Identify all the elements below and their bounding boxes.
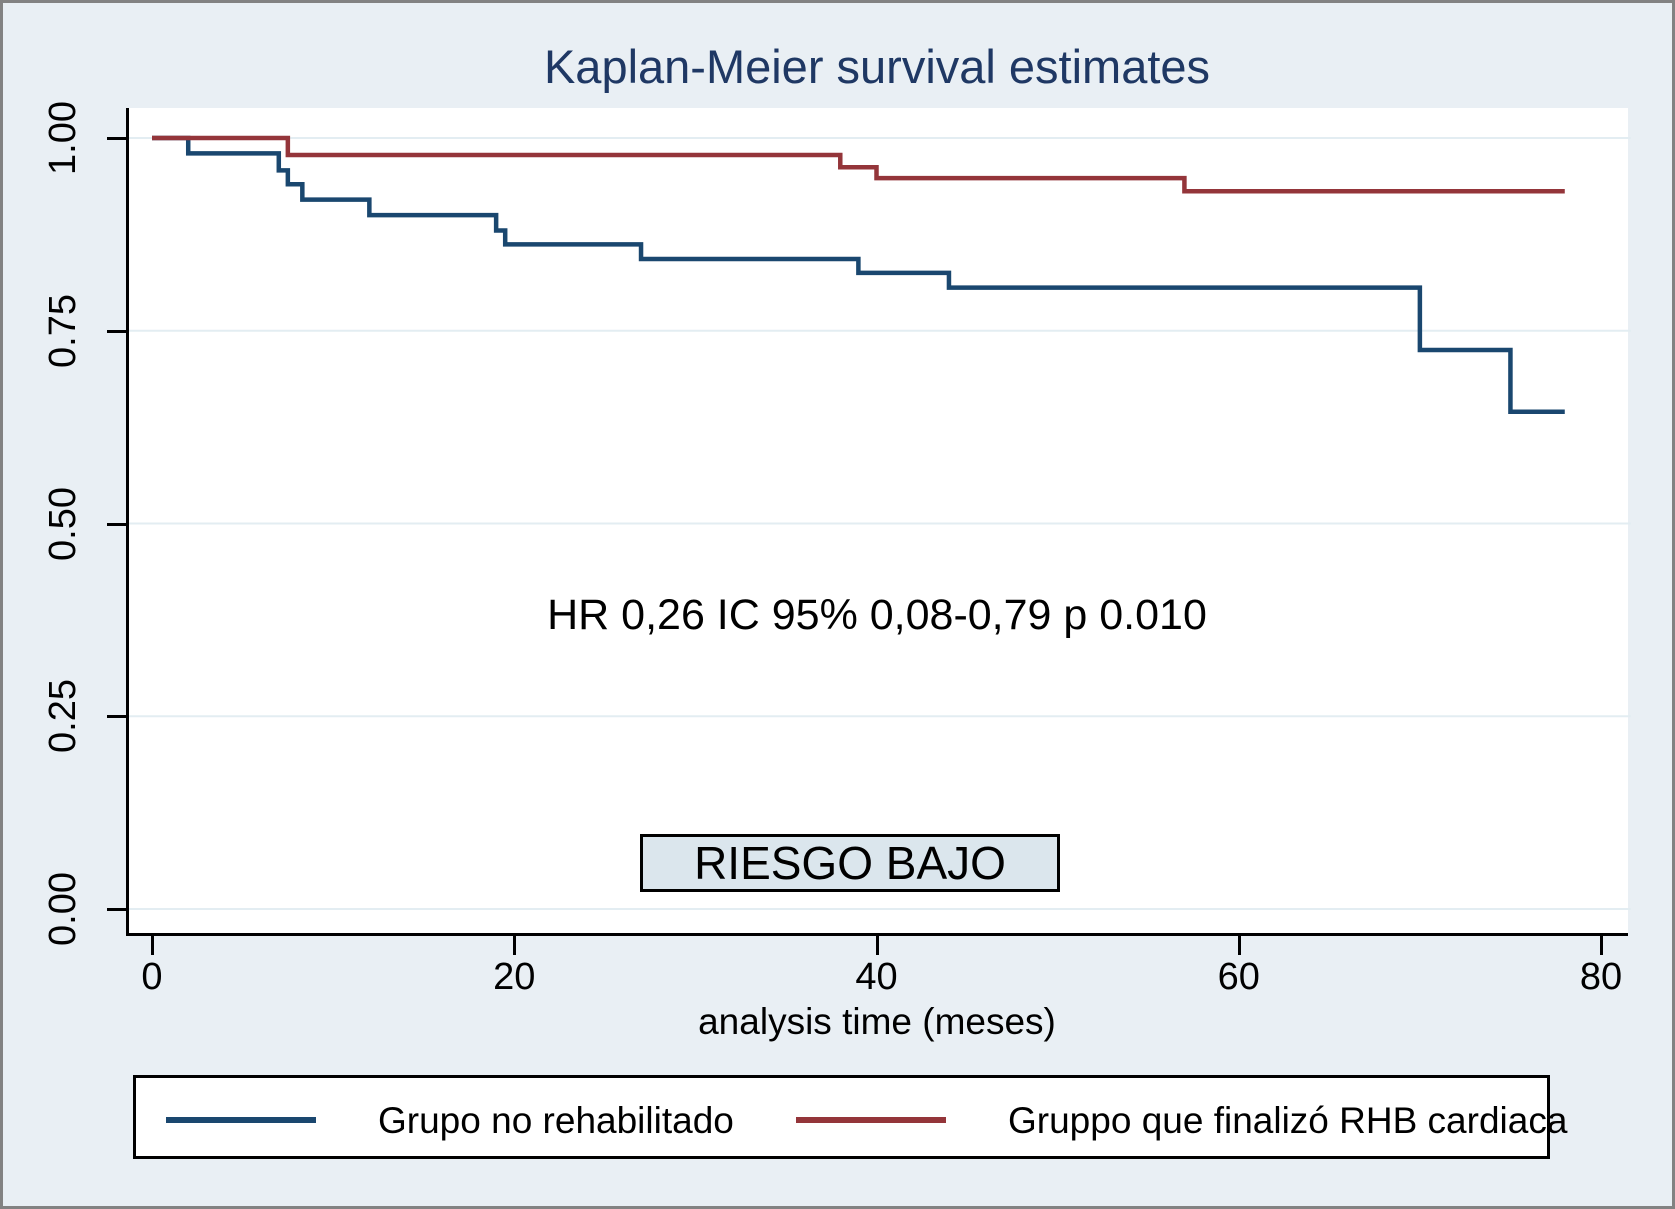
y-tick-label: 1.00 [42, 101, 84, 175]
survival-curve-0 [152, 135, 1565, 414]
hr-annotation: HR 0,26 IC 95% 0,08-0,79 p 0.010 [547, 591, 1207, 639]
x-tick-mark [1237, 936, 1241, 955]
x-tick-label: 60 [1217, 956, 1260, 998]
legend-line-sample-blue [166, 1117, 316, 1123]
legend: Grupo no rehabilitado Gruppo que finaliz… [133, 1075, 1567, 1159]
survival-curves [129, 135, 1631, 910]
chart-title: Kaplan-Meier survival estimates [543, 40, 1211, 93]
x-tick-label: 0 [141, 956, 163, 998]
y-tick-mark [107, 137, 126, 140]
x-axis-title: analysis time (meses) [698, 1001, 1056, 1042]
x-tick-label: 80 [1579, 956, 1623, 998]
y-tick-label: 0.00 [42, 872, 84, 946]
y-tick-mark [107, 908, 126, 911]
x-tick-label: 20 [493, 956, 536, 998]
x-tick-mark [513, 936, 517, 955]
x-tick-label: 40 [855, 956, 898, 998]
x-tick-mark [151, 936, 154, 955]
y-tick-label: 0.50 [42, 486, 84, 561]
y-tick-label: 0.75 [42, 293, 84, 368]
risk-group-box: RIESGO BAJO [640, 834, 1060, 892]
y-tick-mark [107, 715, 126, 719]
plot-area [126, 108, 1631, 936]
legend-label-maroon: Gruppo que finalizó RHB cardiaca [1008, 1100, 1568, 1141]
y-tick-label: 0.25 [42, 679, 84, 754]
x-tick-mark [875, 936, 879, 955]
y-tick-mark [107, 329, 126, 333]
survival-curve-1 [152, 135, 1565, 194]
legend-line-sample-maroon [796, 1117, 946, 1123]
x-tick-mark [1600, 936, 1603, 955]
y-tick-mark [107, 522, 126, 526]
legend-label-blue: Grupo no rehabilitado [378, 1100, 734, 1141]
